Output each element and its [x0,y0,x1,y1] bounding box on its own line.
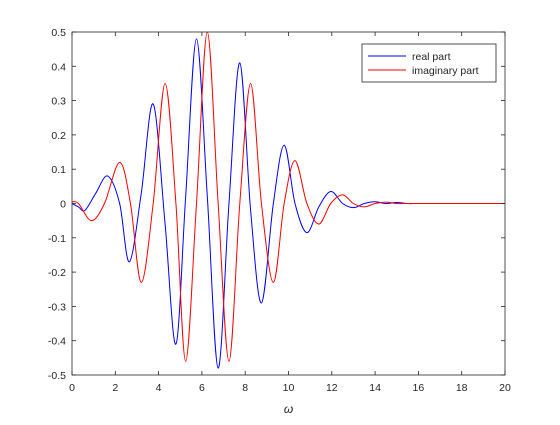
legend-box [361,43,497,83]
x-tick-label: 14 [369,382,381,394]
legend-label-real-part: real part [412,51,451,63]
y-tick-label: 0.4 [51,61,66,73]
x-tick-label: 4 [156,382,162,394]
x-tick-label: 16 [413,382,425,394]
x-tick-label: 20 [499,382,511,394]
series-line-real-part [71,38,505,369]
x-tick-label: 2 [112,382,118,394]
x-tick-label: 18 [456,382,468,394]
legend-label-imaginary-part: imaginary part [412,65,479,77]
y-tick-label: -0.3 [48,301,66,313]
series-line-imaginary-part [71,31,505,362]
y-tick-label: 0.5 [51,27,66,39]
y-tick-label: -0.2 [48,267,66,279]
y-tick-label: -0.4 [48,336,66,348]
x-tick-label: 12 [326,382,338,394]
x-tick-label: 8 [242,382,248,394]
y-tick-label: 0.2 [51,130,66,142]
y-tick-label: 0 [60,199,66,211]
y-tick-label: 0.1 [51,164,66,176]
x-tick-label: 0 [69,382,75,394]
y-tick-label: 0.3 [51,96,66,108]
x-tick-label: 10 [283,382,295,394]
x-axis-label: ω [284,402,293,416]
y-tick-label: -0.1 [48,233,66,245]
y-tick-label: -0.5 [48,370,66,382]
x-tick-label: 6 [199,382,205,394]
